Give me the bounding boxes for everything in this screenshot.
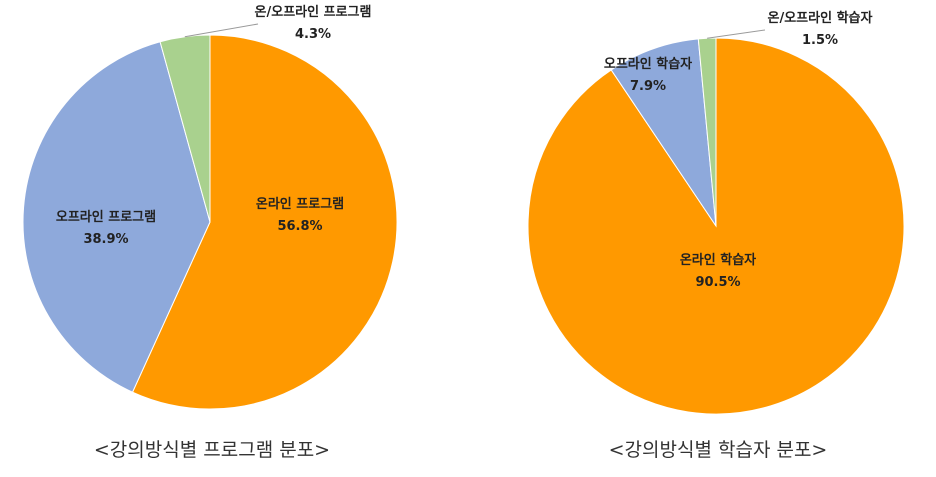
program-distribution-title: <강의방식별 프로그램 분포> (94, 439, 330, 461)
pie0-slice-tertiary (159, 34, 211, 223)
pie0-slice-primary-label: 온라인 프로그램 (256, 196, 344, 212)
pie1-slice-primary-label: 온라인 학습자 (680, 252, 756, 268)
pie1-slice-tertiary-value: 1.5% (802, 33, 838, 48)
pie1-slice-primary-value: 90.5% (695, 275, 740, 290)
pie0-slice-secondary-value: 38.9% (83, 232, 128, 247)
pie0-leader-line (184, 23, 259, 38)
pie1-slice-secondary (610, 38, 717, 227)
pie0-slice-tertiary-value: 4.3% (295, 27, 331, 42)
pie0-slice-tertiary-label: 온/오프라인 프로그램 (255, 4, 372, 20)
learner-distribution-pie: 온라인 학습자 90.5% 오프라인 학습자 7.9% 온/오프라인 학습자 1.5% (527, 10, 905, 415)
learner-distribution-title: <강의방식별 학습자 분포> (609, 439, 828, 461)
pie1-leader-line (707, 29, 766, 39)
pie1-slice-secondary-value: 7.9% (630, 79, 666, 94)
program-distribution-pie: 온라인 프로그램 56.8% 오프라인 프로그램 38.9% 온/오프라인 프로그램 4.… (22, 4, 398, 410)
pie0-slice-secondary-label: 오프라인 프로그램 (56, 209, 156, 225)
pie0-slice-secondary (22, 41, 211, 393)
pie0-slice-primary (131, 34, 398, 410)
pie1-slice-tertiary-label: 온/오프라인 학습자 (768, 10, 873, 26)
pie0-slice-primary-value: 56.8% (277, 219, 322, 234)
pie1-slice-secondary-label: 오프라인 학습자 (604, 56, 692, 72)
